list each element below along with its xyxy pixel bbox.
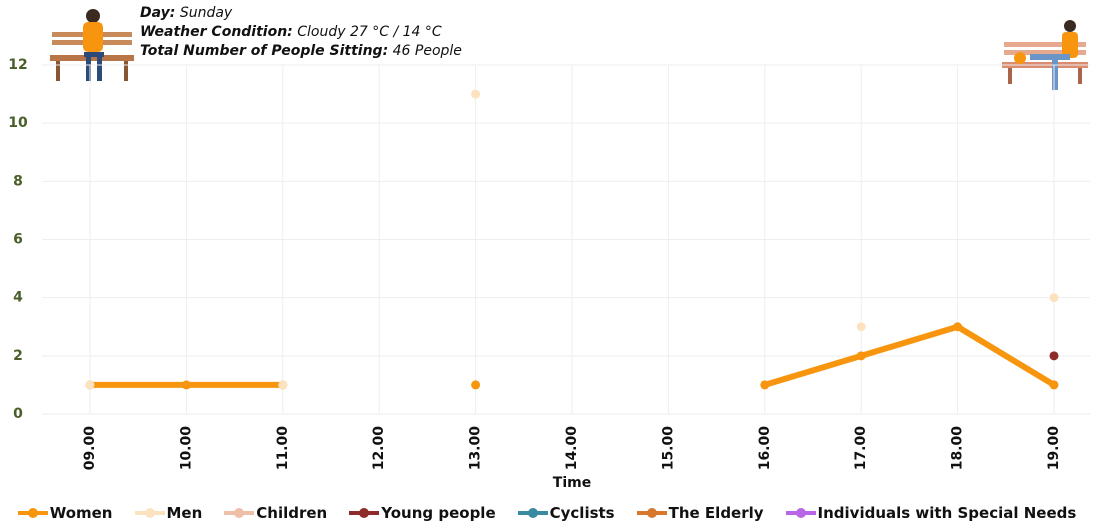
data-point bbox=[760, 380, 770, 390]
x-tick-label: 11.00 bbox=[275, 426, 291, 471]
info-panel: Day: Sunday Weather Condition: Cloudy 27 … bbox=[140, 4, 462, 61]
legend-dot bbox=[144, 508, 155, 518]
info-row: Weather Condition: Cloudy 27 °C / 14 °C bbox=[140, 23, 462, 42]
bench-icon-right bbox=[1002, 20, 1088, 90]
legend-dot bbox=[27, 508, 38, 518]
x-tick-label: 15.00 bbox=[660, 426, 676, 471]
info-row: Day: Sunday bbox=[140, 4, 462, 23]
data-point bbox=[856, 322, 866, 332]
y-tick-label: 8 bbox=[13, 173, 23, 189]
legend-dot bbox=[359, 508, 370, 518]
x-tick-label: 14.00 bbox=[564, 426, 580, 471]
x-axis-label: Time bbox=[553, 475, 591, 491]
x-tick-label: 09.00 bbox=[82, 426, 98, 471]
data-point bbox=[1049, 380, 1059, 390]
data-point bbox=[856, 351, 866, 361]
x-tick-label: 13.00 bbox=[468, 426, 484, 471]
legend-label: Children bbox=[256, 504, 328, 522]
legend: Women Men Children Young people Cyclists The … bbox=[0, 504, 1094, 522]
data-point bbox=[1049, 293, 1059, 303]
legend-swatch bbox=[517, 508, 548, 518]
info-value: Cloudy 27 °C / 14 °C bbox=[297, 24, 442, 40]
y-tick-label: 0 bbox=[13, 406, 23, 422]
info-label: Weather Condition: bbox=[140, 24, 293, 40]
legend-label: Young people bbox=[381, 504, 496, 522]
info-label: Total Number of People Sitting: bbox=[140, 43, 389, 59]
legend-item: Children bbox=[224, 504, 327, 522]
data-point bbox=[471, 380, 481, 390]
legend-dot bbox=[646, 508, 657, 518]
x-tick-label: 10.00 bbox=[178, 426, 194, 471]
legend-label: Men bbox=[166, 504, 203, 522]
legend-swatch bbox=[636, 508, 667, 518]
info-row: Total Number of People Sitting: 46 Peopl… bbox=[140, 42, 462, 61]
info-label: Day: bbox=[140, 5, 176, 21]
data-point bbox=[181, 380, 191, 390]
x-tick-label: 19.00 bbox=[1046, 426, 1062, 471]
legend-label: Cyclists bbox=[549, 504, 615, 522]
legend-label: Individuals with Special Needs bbox=[817, 504, 1077, 522]
legend-item: Women bbox=[17, 504, 113, 522]
legend-label: Women bbox=[49, 504, 113, 522]
y-tick-label: 4 bbox=[13, 290, 23, 306]
legend-item: The Elderly bbox=[636, 504, 764, 522]
y-tick-label: 2 bbox=[13, 348, 23, 364]
x-tick-label: 17.00 bbox=[853, 426, 869, 471]
legend-swatch bbox=[349, 508, 380, 518]
data-point bbox=[85, 380, 95, 390]
info-value: Sunday bbox=[179, 5, 233, 21]
legend-item: Cyclists bbox=[517, 504, 615, 522]
y-tick-label: 10 bbox=[8, 115, 28, 131]
data-point bbox=[471, 89, 481, 99]
data-point bbox=[278, 380, 288, 390]
x-tick-label: 12.00 bbox=[371, 426, 387, 471]
legend-item: Men bbox=[134, 504, 203, 522]
legend-item: Individuals with Special Needs bbox=[785, 504, 1077, 522]
data-point bbox=[1049, 351, 1059, 361]
legend-dot bbox=[527, 508, 538, 518]
legend-swatch bbox=[17, 508, 48, 518]
legend-swatch bbox=[785, 508, 816, 518]
x-tick-label: 18.00 bbox=[950, 426, 966, 471]
x-tick-label: 16.00 bbox=[757, 426, 773, 471]
legend-dot bbox=[795, 508, 806, 518]
info-value: 46 People bbox=[392, 43, 462, 59]
legend-swatch bbox=[224, 508, 255, 518]
y-tick-label: 12 bbox=[8, 57, 27, 73]
legend-dot bbox=[234, 508, 245, 518]
bench-icon-left bbox=[50, 9, 134, 81]
legend-label: The Elderly bbox=[668, 504, 764, 522]
legend-item: Young people bbox=[349, 504, 496, 522]
y-tick-label: 6 bbox=[13, 232, 23, 248]
data-point bbox=[953, 322, 963, 332]
legend-swatch bbox=[134, 508, 165, 518]
